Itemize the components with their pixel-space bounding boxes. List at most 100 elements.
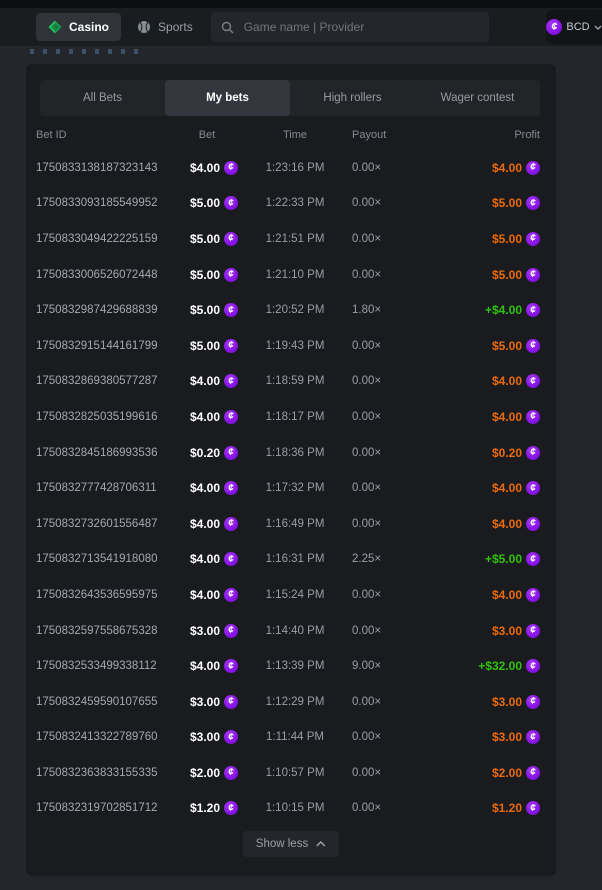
top-strip	[0, 0, 602, 8]
coin-icon: ¢	[224, 659, 238, 674]
bet-time: 1:19:43 PM	[265, 339, 325, 352]
casino-tab-button[interactable]: Casino	[36, 13, 122, 41]
table-row: 1750833049422225159 $5.00 ¢ 1:21:51 PM 0…	[26, 221, 556, 257]
coin-icon: ¢	[526, 623, 540, 638]
bet-time: 1:21:10 PM	[265, 268, 325, 281]
bet-id: 1750832777428706311	[36, 482, 157, 495]
coin-icon: ¢	[224, 303, 238, 318]
bet-payout: 0.00×	[352, 268, 382, 281]
tab-all-bets[interactable]: All Bets	[83, 92, 122, 104]
coin-icon: ¢	[526, 160, 540, 175]
bet-payout: 0.00×	[352, 731, 382, 744]
coin-icon: ¢	[526, 445, 540, 460]
bet-profit: $3.00 ¢	[432, 623, 540, 638]
bet-profit: $4.00 ¢	[432, 516, 540, 531]
tab-wager-contest[interactable]: Wager contest	[440, 92, 515, 104]
bet-id: 1750832597558675328	[36, 624, 158, 637]
bet-id: 1750833049422225159	[36, 232, 158, 245]
bet-payout: 0.00×	[352, 802, 382, 815]
casino-label: Casino	[69, 20, 110, 34]
coin-icon: ¢	[526, 231, 540, 246]
bet-id: 1750833138187323143	[36, 161, 158, 174]
bet-id: 1750832533499338112	[36, 660, 157, 673]
sports-tab-button[interactable]: Sports	[137, 13, 193, 41]
bet-profit: $0.20 ¢	[432, 445, 540, 460]
bets-tabbar: All Bets My bets High rollers Wager cont…	[40, 80, 540, 116]
bet-amount: $2.00 ¢	[176, 765, 238, 780]
chevron-down-icon	[594, 25, 602, 30]
sports-label: Sports	[158, 20, 193, 34]
coin-icon: ¢	[224, 338, 238, 353]
coin-icon: ¢	[526, 516, 540, 531]
coin-icon: ¢	[224, 231, 238, 246]
bet-id: 1750833006526072448	[36, 268, 158, 281]
table-row: 1750832777428706311 $4.00 ¢ 1:17:32 PM 0…	[26, 470, 556, 506]
bet-time: 1:23:16 PM	[265, 161, 325, 174]
bet-profit: $5.00 ¢	[432, 338, 540, 353]
bets-panel: All Bets My bets High rollers Wager cont…	[26, 64, 556, 876]
clipped-scrolled-content	[30, 49, 138, 54]
navbar: Casino Sports ¢ BCD	[0, 8, 602, 46]
table-row: 1750832363833155335 $2.00 ¢ 1:10:57 PM 0…	[26, 755, 556, 791]
bet-profit: $4.00 ¢	[432, 481, 540, 496]
bet-time: 1:15:24 PM	[265, 588, 325, 601]
bet-amount: $3.00 ¢	[176, 730, 238, 745]
coin-icon: ¢	[526, 267, 540, 282]
bet-profit: $5.00 ¢	[432, 231, 540, 246]
coin-icon: ¢	[526, 694, 540, 709]
bet-profit: $4.00 ¢	[432, 409, 540, 424]
table-header: Bet ID Bet Time Payout Profit	[26, 122, 556, 148]
bet-time: 1:16:49 PM	[265, 517, 325, 530]
bet-id: 1750832713541918080	[36, 553, 158, 566]
coin-icon: ¢	[224, 623, 238, 638]
table-row: 1750832413322789760 $3.00 ¢ 1:11:44 PM 0…	[26, 720, 556, 756]
bet-time: 1:11:44 PM	[266, 731, 324, 744]
table-row: 1750832713541918080 $4.00 ¢ 1:16:31 PM 2…	[26, 542, 556, 578]
table-row: 1750832825035199616 $4.00 ¢ 1:18:17 PM 0…	[26, 399, 556, 435]
bet-profit: $4.00 ¢	[432, 374, 540, 389]
coin-icon: ¢	[526, 801, 540, 816]
table-row: 1750833006526072448 $5.00 ¢ 1:21:10 PM 0…	[26, 257, 556, 293]
coin-icon: ¢	[526, 303, 540, 318]
bet-id: 1750832363833155335	[36, 766, 158, 779]
bet-payout: 0.00×	[352, 517, 382, 530]
bet-amount: $4.00 ¢	[176, 552, 238, 567]
bet-payout: 0.00×	[352, 482, 382, 495]
show-less-label: Show less	[255, 838, 309, 850]
bet-payout: 0.00×	[352, 232, 382, 245]
bet-payout: 0.00×	[352, 375, 382, 388]
table-row: 1750832459590107655 $3.00 ¢ 1:12:29 PM 0…	[26, 684, 556, 720]
bet-profit: $4.00 ¢	[432, 587, 540, 602]
coin-icon: ¢	[526, 338, 540, 353]
search-input[interactable]	[241, 19, 479, 35]
col-header-time: Time	[282, 129, 308, 141]
bet-id: 1750832915144161799	[36, 339, 158, 352]
table-row: 1750832915144161799 $5.00 ¢ 1:19:43 PM 0…	[26, 328, 556, 364]
bet-time: 1:18:59 PM	[265, 375, 325, 388]
show-less-button[interactable]: Show less	[242, 831, 340, 857]
col-header-profit: Profit	[514, 129, 540, 141]
bet-id: 1750832987429688839	[36, 304, 158, 317]
bet-time: 1:10:15 PM	[265, 802, 325, 815]
search-box[interactable]	[210, 12, 489, 42]
bet-time: 1:16:31 PM	[265, 553, 325, 566]
bet-amount: $4.00 ¢	[176, 374, 238, 389]
bet-time: 1:13:39 PM	[265, 660, 325, 673]
tab-my-bets[interactable]: My bets	[165, 80, 290, 116]
bet-time: 1:22:33 PM	[265, 197, 325, 210]
bcd-coin-icon: ¢	[546, 19, 563, 35]
chevron-up-icon	[316, 841, 326, 847]
bet-payout: 0.00×	[352, 695, 382, 708]
table-row: 1750832533499338112 $4.00 ¢ 1:13:39 PM 9…	[26, 648, 556, 684]
coin-icon: ¢	[526, 659, 540, 674]
bet-id: 1750832643536595975	[36, 588, 158, 601]
bet-profit: $2.00 ¢	[432, 765, 540, 780]
currency-dropdown[interactable]: ¢ BCD	[546, 10, 602, 44]
table-row: 1750833138187323143 $4.00 ¢ 1:23:16 PM 0…	[26, 150, 556, 186]
bet-profit: $3.00 ¢	[432, 730, 540, 745]
tab-high-rollers[interactable]: High rollers	[323, 92, 382, 104]
table-row: 1750833093185549952 $5.00 ¢ 1:22:33 PM 0…	[26, 186, 556, 222]
bet-payout: 0.00×	[352, 197, 382, 210]
col-header-payout: Payout	[352, 129, 387, 141]
bet-payout: 0.00×	[352, 766, 382, 779]
